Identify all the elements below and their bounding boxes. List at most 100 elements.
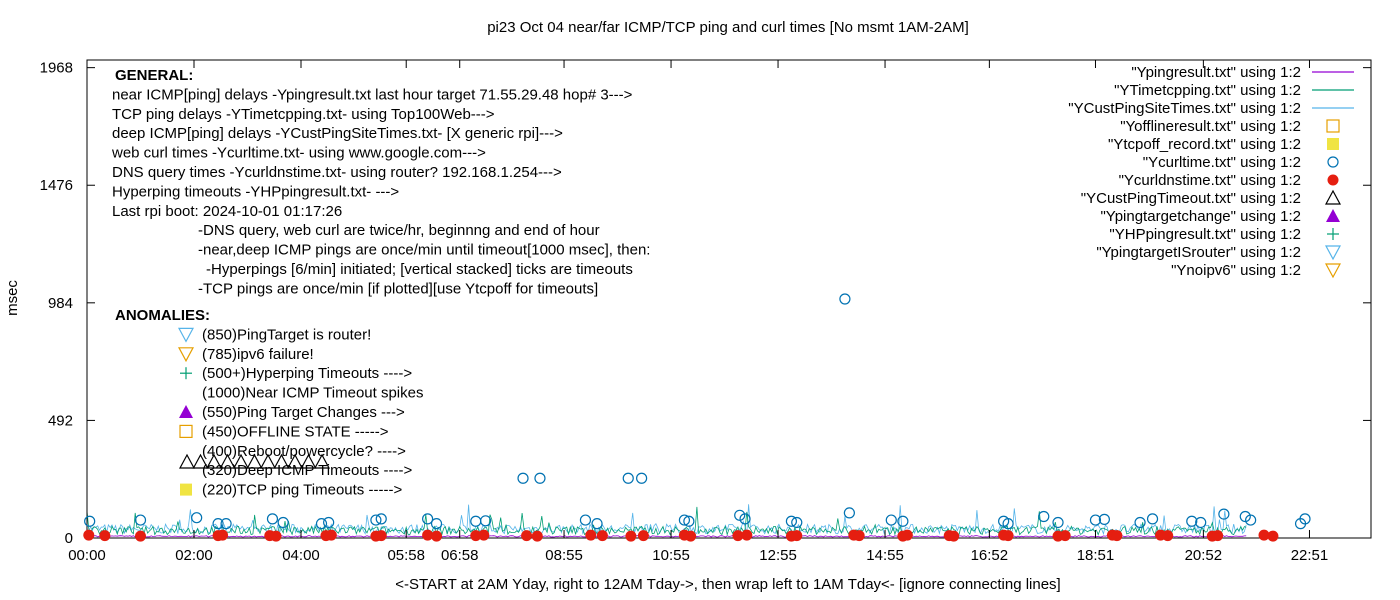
curltime-point [422,513,434,525]
curldnstime-point [585,529,597,541]
curltime-point [579,514,592,526]
legend-marker [1324,245,1342,261]
curldnstime-point [1212,530,1224,542]
curldnstime-point [901,529,913,541]
curltime-point [1089,514,1102,526]
y-axis: 0 492 984 1476 1968 [40,60,1371,547]
anomaly-annotation: (1000)Near ICMP Timeout spikes [202,385,423,402]
curltime-point [470,515,482,527]
curltime-point [622,472,634,484]
x-axis-label: <-START at 2AM Yday, right to 12AM Tday-… [395,576,1060,593]
legend-label: "Ycurltime.txt" using 1:2 [1143,154,1301,171]
curltime-point [517,472,529,484]
x-tick-label: 20:52 [1185,547,1223,564]
curldnstime-point [1111,530,1123,542]
curltime-point [1186,515,1198,527]
noise-traces [86,504,1247,538]
curltime-point [191,512,203,524]
curltime-point [375,513,387,525]
legend-marker [1327,138,1339,150]
x-tick-label: 08:55 [545,547,583,564]
curltime-point [791,516,803,529]
curltime-point [370,514,382,526]
deep-icmp-trace [86,504,1247,536]
legend-label: "YTimetcpping.txt" using 1:2 [1114,82,1301,99]
x-tick-label: 04:00 [282,547,320,564]
legend-marker [1327,228,1339,240]
curltime-point [843,507,855,519]
y-tick-label: 1968 [40,60,73,77]
legend-label: "Yofflineresult.txt" using 1:2 [1120,118,1301,135]
legend-label: "Ypingresult.txt" using 1:2 [1131,64,1301,81]
curltime-point [897,515,909,527]
curltime-point [1245,514,1257,526]
general-annotation-line: DNS query times -Ycurldnstime.txt- using… [112,164,562,181]
curltime-point [1218,508,1230,520]
curldnstime-point [1002,530,1014,542]
legend-label: "YpingtargetISrouter" using 1:2 [1096,244,1301,261]
deep-icmp-timeout-marker [178,453,196,469]
curltime-point [1134,516,1146,529]
deep-icmp-timeout-marker [219,453,236,469]
anomaly-annotation: (500+)Hyperping Timeouts ----> [202,365,412,382]
anomaly-annotation: (400)Reboot/powercycle? ----> [202,443,406,460]
curltime-point [84,515,96,527]
curldnstime-point [791,530,803,542]
anomaly-annotation: (220)TCP ping Timeouts -----> [202,482,402,499]
curltime-point [534,472,546,484]
curldnstime-point [478,529,490,541]
curldnstime-point [422,529,434,541]
legend-label: "Ycurldnstime.txt" using 1:2 [1119,172,1301,189]
chart-title: pi23 Oct 04 near/far ICMP/TCP ping and c… [487,19,969,36]
curltime-point [1002,518,1014,530]
curltime-point [479,515,492,527]
curldnstime-point [135,530,146,542]
curldnstime-point [732,530,744,542]
curltime-point [591,518,603,530]
curldnstime-point [685,530,697,542]
tcp-ping-trace [86,506,1247,537]
x-tick-label: 14:55 [866,547,904,564]
anomalies-annotations: ANOMALIES: (850)PingTarget is router! (785… [115,307,423,499]
general-annotation-line: -near,deep ICMP pings are once/min until… [198,242,650,259]
x-tick-label: 12:55 [759,547,797,564]
anomaly-annotation: (785)ipv6 failure! [202,346,314,363]
legend-marker [1326,119,1340,133]
curldnstime-point [270,530,282,542]
anomalies-heading: ANOMALIES: [115,307,210,324]
data-points [83,293,1311,542]
legend-marker [1326,209,1340,222]
legend-marker [1324,189,1342,205]
x-tick-label: 00:00 [68,547,106,564]
x-tick-label: 05:58 [387,547,425,564]
general-annotation-line: -DNS query, web curl are twice/hr, begin… [198,222,600,239]
legend-marker [1327,174,1339,186]
general-annotation-line: deep ICMP[ping] delays -YCustPingSiteTim… [112,125,563,142]
curldnstime-point [741,529,753,541]
general-annotation-line: GENERAL: [115,67,193,84]
legend-label: "YCustPingTimeout.txt" using 1:2 [1081,190,1301,207]
curltime-point [683,515,695,527]
y-tick-label: 1476 [40,177,73,194]
deep-icmp-timeout-marker [286,453,304,469]
curltime-point [1299,513,1311,525]
curltime-point [839,293,851,305]
general-annotation-line: Last rpi boot: 2024-10-01 01:17:26 [112,203,342,220]
legend-marker [1324,263,1342,279]
general-annotation-line: Hyperping timeouts -YHPpingresult.txt- -… [112,183,399,200]
general-annotation-line: -TCP pings are once/min [if plotted][use… [198,280,598,297]
curldnstime-point [521,530,533,542]
anomaly-annotation: (450)OFFLINE STATE -----> [202,423,389,440]
curldnstime-point [1267,530,1279,542]
curldnstime-point [625,530,637,542]
y-tick-label: 0 [65,530,73,547]
deep-icmp-timeout-marker [192,453,209,469]
x-tick-label: 06:58 [441,547,479,564]
x-tick-label: 10:55 [652,547,690,564]
curltime-point [1195,516,1207,529]
curldnstime-point [375,530,387,542]
plot-frame [86,59,1372,539]
curltime-point [315,518,328,530]
general-annotation-line: near ICMP[ping] delays -Ypingresult.txt … [112,86,633,103]
